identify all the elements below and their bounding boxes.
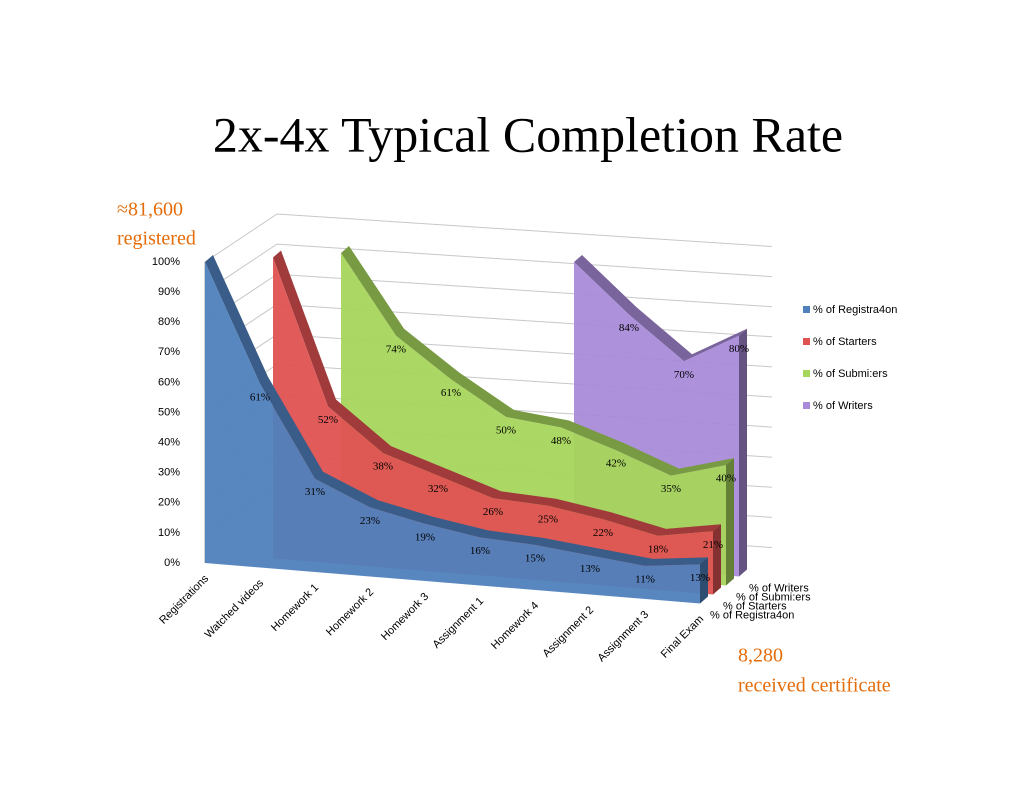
data-label: 48% [551,435,571,447]
data-label: 50% [496,425,516,437]
legend-label: % of Writers [813,400,873,412]
data-label: 13% [580,563,600,575]
data-label: 25% [538,513,558,525]
data-label: 40% [716,473,736,485]
depth-label: % of Starters [723,600,787,612]
x-tick-label: Homework 3 [379,591,431,643]
data-label: 52% [318,414,338,426]
annotation: 8,280 [738,645,783,667]
area-side [700,557,708,604]
legend-swatch [803,402,810,409]
legend-swatch [803,338,810,345]
depth-label: % of Registra4on [710,609,794,621]
data-label: 61% [250,391,270,403]
annotation: registered [117,228,196,250]
data-label: 18% [648,543,668,555]
data-label: 84% [619,322,639,334]
data-label: 22% [593,527,613,539]
y-tick-label: 70% [158,346,180,358]
data-label: 38% [373,461,393,473]
data-label: 23% [360,515,380,527]
chart-title: 2x-4x Typical Completion Rate [213,106,843,162]
y-tick-label: 90% [158,286,180,298]
data-label: 70% [674,369,694,381]
data-label: 80% [729,343,749,355]
data-label: 11% [635,573,655,585]
x-tick-label: Registrations [157,572,211,626]
legend-label: % of Starters [813,336,877,348]
area-side [739,328,747,577]
data-label: 61% [441,387,461,399]
y-tick-label: 100% [152,256,180,268]
area-edge [574,255,747,362]
x-tick-label: Assignment 1 [431,595,487,651]
y-tick-label: 0% [164,557,180,569]
annotation: received certificate [738,675,891,697]
y-tick-label: 60% [158,376,180,388]
y-tick-label: 80% [158,316,180,328]
legend-label: % of Registra4on [813,304,897,316]
area [205,262,700,604]
x-tick-label: Homework 4 [489,600,541,652]
x-tick-label: Watched videos [203,577,267,641]
data-label: 74% [386,343,406,355]
y-tick-label: 30% [158,467,180,479]
grid-line [204,213,773,263]
x-tick-label: Homework 1 [269,582,321,634]
area-side [713,524,721,595]
area-side [726,458,734,586]
legend-swatch [803,370,810,377]
y-tick-label: 20% [158,497,180,509]
x-tick-label: Homework 2 [324,586,376,638]
annotation: ≈81,600 [117,199,183,221]
y-tick-label: 10% [158,527,180,539]
data-label: 32% [428,483,448,495]
depth-label: % of Submi:ers [736,591,811,603]
y-tick-label: 40% [158,437,180,449]
data-label: 31% [305,486,325,498]
x-tick-label: Assignment 2 [541,604,597,660]
data-label: 21% [703,539,723,551]
data-label: 35% [661,483,681,495]
legend-label: % of Submi:ers [813,368,888,380]
y-tick-label: 50% [158,406,180,418]
data-label: 15% [525,552,545,564]
x-tick-label: Final Exam [659,613,706,660]
data-label: 42% [606,458,626,470]
data-label: 19% [415,531,435,543]
grid-line [204,243,773,293]
legend-swatch [803,306,810,313]
data-label: 16% [470,545,490,557]
data-label: 13% [690,572,710,584]
data-label: 26% [483,506,503,518]
x-tick-label: Assignment 3 [596,609,652,665]
depth-label: % of Writers [749,582,809,594]
